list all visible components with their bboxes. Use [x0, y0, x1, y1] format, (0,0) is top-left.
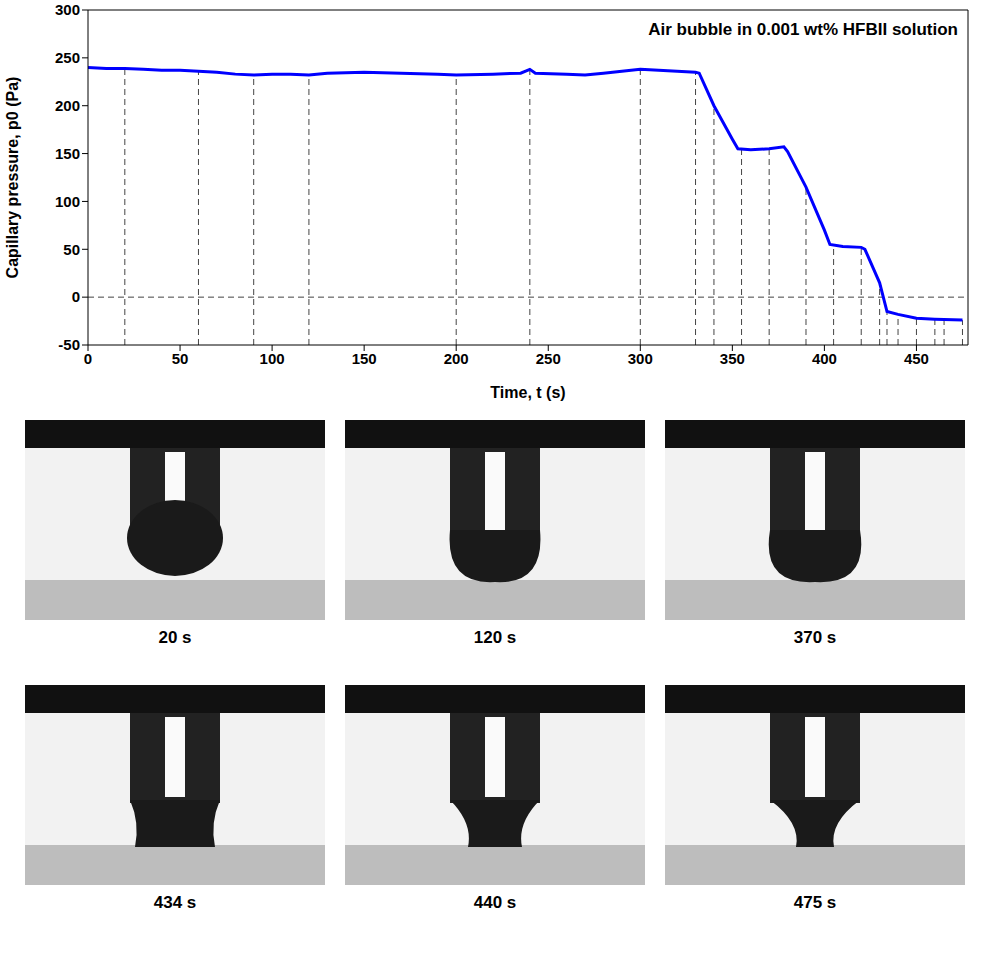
svg-text:250: 250 — [536, 350, 561, 367]
svg-text:100: 100 — [260, 350, 285, 367]
html-text:Air bubble in 0.001 wt% HFBII: Air bubble in 0.001 wt% HFBII solution — [648, 20, 958, 39]
svg-text:300: 300 — [628, 350, 653, 367]
svg-text:0: 0 — [84, 350, 92, 367]
svg-text:300: 300 — [55, 1, 80, 18]
svg-text:50: 50 — [63, 241, 80, 258]
svg-text:400: 400 — [812, 350, 837, 367]
svg-text:0: 0 — [72, 288, 80, 305]
html-text:370 s: 370 s — [793, 628, 837, 647]
svg-text:150: 150 — [352, 350, 377, 367]
html-text:475 s: 475 s — [793, 893, 837, 912]
svg-text:50: 50 — [172, 350, 189, 367]
html-text:434 s: 434 s — [153, 893, 197, 912]
html-text:120 s: 120 s — [473, 628, 517, 647]
html-text:440 s: 440 s — [473, 893, 517, 912]
html-text:20 s: 20 s — [158, 628, 192, 647]
svg-text:450: 450 — [904, 350, 929, 367]
svg-text:Capillary pressure, p0 (Pa): Capillary pressure, p0 (Pa) — [4, 77, 21, 279]
svg-text:200: 200 — [55, 97, 80, 114]
svg-text:-50: -50 — [58, 336, 80, 353]
svg-text:250: 250 — [55, 49, 80, 66]
svg-text:100: 100 — [55, 193, 80, 210]
svg-text:Time, t (s): Time, t (s) — [490, 384, 565, 401]
svg-text:150: 150 — [55, 145, 80, 162]
svg-text:200: 200 — [444, 350, 469, 367]
svg-text:350: 350 — [720, 350, 745, 367]
